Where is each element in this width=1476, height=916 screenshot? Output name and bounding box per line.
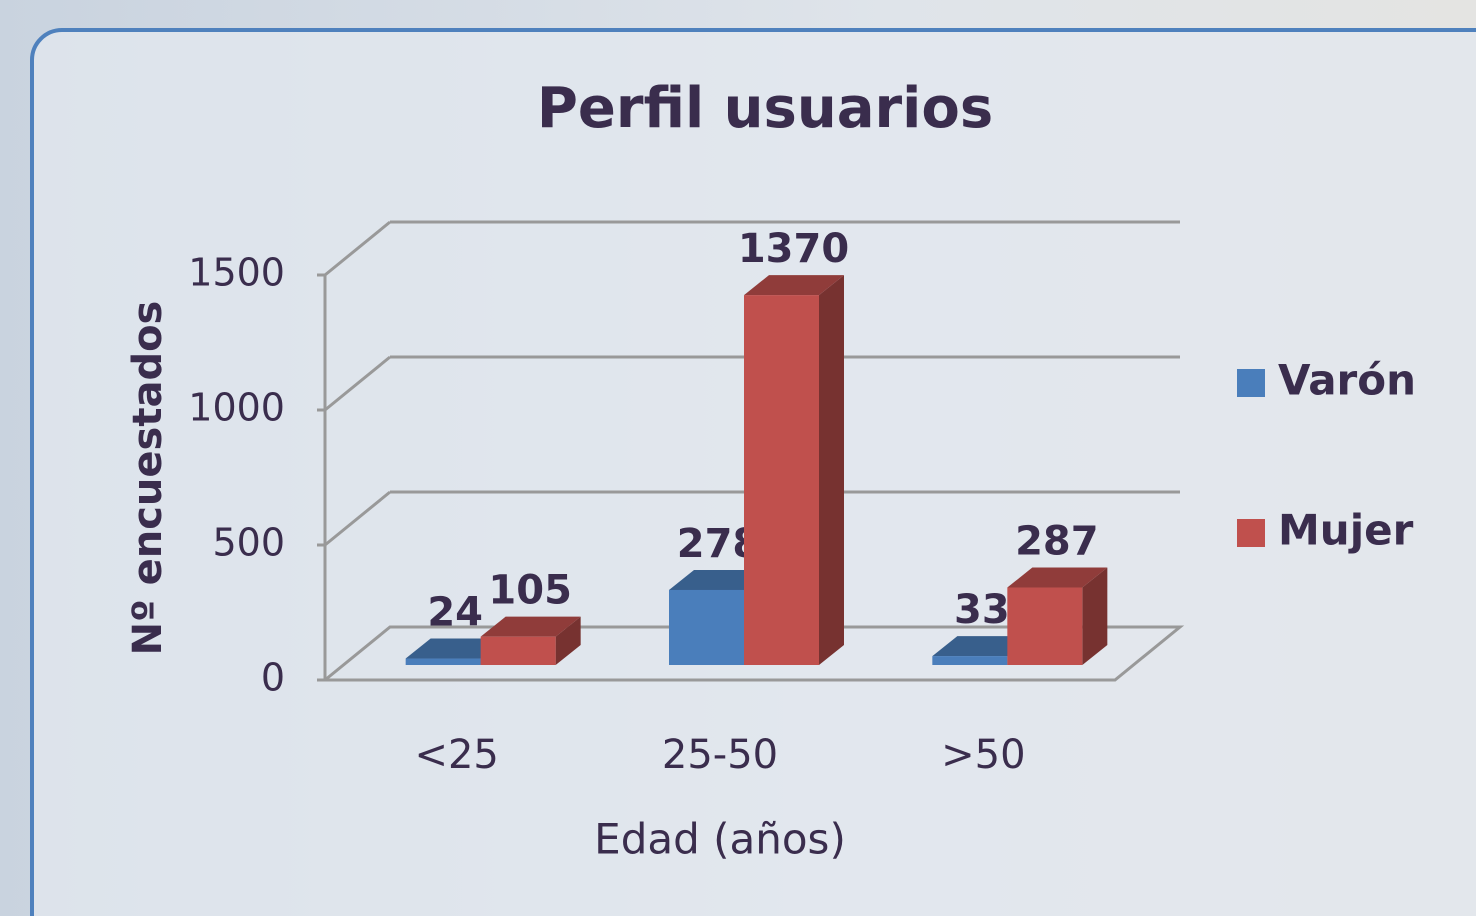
x-tick-label: >50: [941, 732, 1025, 778]
bar: [932, 656, 1007, 665]
x-tick-label: 25-50: [662, 732, 778, 778]
data-label: 105: [488, 568, 572, 614]
bar: [1007, 588, 1082, 665]
data-label: 1370: [738, 226, 849, 272]
legend-label: Varón: [1278, 356, 1416, 405]
y-tick-label: 1000: [188, 386, 285, 430]
data-label: 33: [954, 587, 1010, 633]
chart: Perfil usuarios Edad (años) Nº encuestad…: [0, 0, 1476, 916]
chart-title: Perfil usuarios: [537, 76, 993, 141]
y-axis-label: Nº encuestados: [125, 301, 171, 656]
bar: [481, 637, 556, 665]
y-tick-label: 1500: [188, 251, 285, 295]
legend-swatch: [1237, 369, 1265, 397]
y-tick-label: 0: [261, 656, 285, 700]
bar: [744, 295, 819, 665]
legend-label: Mujer: [1278, 506, 1414, 555]
data-label: 287: [1015, 519, 1099, 565]
bar: [406, 659, 481, 665]
data-label: 24: [427, 590, 483, 636]
legend-swatch: [1237, 519, 1265, 547]
bar-side: [819, 275, 844, 665]
x-tick-label: <25: [414, 732, 498, 778]
bar: [669, 590, 744, 665]
y-tick-label: 500: [212, 521, 285, 565]
x-axis-label: Edad (años): [594, 815, 846, 864]
